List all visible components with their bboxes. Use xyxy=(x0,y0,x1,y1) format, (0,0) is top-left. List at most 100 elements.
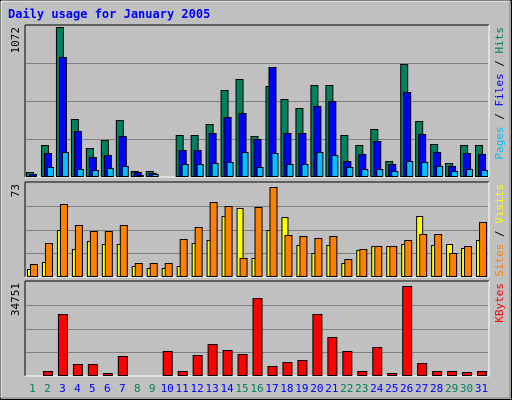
bar-pages-day-2 xyxy=(46,167,54,177)
y-max-label: 1072 xyxy=(9,27,22,54)
bar-pages-day-18 xyxy=(286,164,294,177)
bar-kbytes-day-30 xyxy=(462,372,473,376)
bar-kbytes-day-2 xyxy=(42,371,53,376)
bar-sites-day-6 xyxy=(104,231,113,277)
bar-pages-day-8 xyxy=(136,175,144,177)
x-tick-label: 19 xyxy=(295,382,308,395)
bar-sites-day-20 xyxy=(314,238,323,277)
bar-pages-day-30 xyxy=(466,169,474,177)
bar-pages-day-20 xyxy=(316,152,324,177)
bar-pages-day-24 xyxy=(376,169,384,177)
x-tick-label: 11 xyxy=(176,382,189,395)
legend-entry: / xyxy=(493,224,506,244)
bar-sites-day-25 xyxy=(389,246,398,277)
bar-files-day-1 xyxy=(29,174,37,177)
bar-sites-day-9 xyxy=(149,263,158,277)
legend-entry: Pages xyxy=(493,126,506,159)
bar-sites-day-27 xyxy=(419,234,428,277)
bar-pages-day-31 xyxy=(481,170,489,177)
bar-sites-day-8 xyxy=(134,263,143,277)
series-kbytes xyxy=(42,286,488,376)
bar-kbytes-day-25 xyxy=(387,373,398,376)
x-tick-label: 6 xyxy=(104,382,111,395)
x-tick-label: 18 xyxy=(280,382,293,395)
bar-pages-day-7 xyxy=(121,166,129,177)
bar-pages-day-16 xyxy=(256,167,264,177)
bar-kbytes-day-5 xyxy=(87,364,98,376)
bar-kbytes-day-27 xyxy=(417,363,428,376)
bar-sites-day-21 xyxy=(329,236,338,277)
x-tick-label: 4 xyxy=(74,382,81,395)
bar-kbytes-day-20 xyxy=(312,314,323,376)
bar-pages-day-27 xyxy=(421,162,429,177)
series-pages xyxy=(46,152,489,177)
bar-kbytes-day-6 xyxy=(102,373,113,376)
bar-pages-day-6 xyxy=(106,168,114,177)
bar-kbytes-day-7 xyxy=(117,356,128,376)
x-tick-label: 5 xyxy=(89,382,96,395)
bar-kbytes-day-28 xyxy=(432,371,443,376)
y-max-label: 73 xyxy=(9,184,22,197)
bar-kbytes-day-13 xyxy=(207,344,218,376)
bar-kbytes-day-26 xyxy=(402,286,413,376)
x-tick-label: 30 xyxy=(460,382,473,395)
x-tick-label: 17 xyxy=(265,382,278,395)
bar-kbytes-day-21 xyxy=(327,337,338,376)
bar-kbytes-day-12 xyxy=(192,355,203,376)
bar-pages-day-5 xyxy=(91,170,99,177)
bar-kbytes-day-24 xyxy=(372,347,383,376)
bar-sites-day-10 xyxy=(164,263,173,277)
bar-kbytes-day-19 xyxy=(297,360,308,376)
bar-sites-day-4 xyxy=(74,225,83,277)
x-tick-label: 20 xyxy=(310,382,323,395)
bar-pages-day-17 xyxy=(271,153,279,177)
legend-entry: Files xyxy=(493,73,506,106)
legend-entry: Hits xyxy=(493,27,506,54)
bar-sites-day-23 xyxy=(359,249,368,277)
x-tick-label: 8 xyxy=(134,382,141,395)
bar-kbytes-day-4 xyxy=(72,364,83,376)
bar-pages-day-13 xyxy=(211,163,219,177)
x-tick-label: 1 xyxy=(29,382,36,395)
bar-pages-day-28 xyxy=(436,166,444,177)
x-tick-label: 25 xyxy=(385,382,398,395)
x-tick-label: 7 xyxy=(119,382,126,395)
chart-title: Daily usage for January 2005 xyxy=(8,7,210,21)
x-tick-label: 10 xyxy=(161,382,174,395)
bar-sites-day-14 xyxy=(224,206,233,277)
x-tick-label: 13 xyxy=(205,382,218,395)
bar-sites-day-1 xyxy=(30,264,38,277)
bar-pages-day-29 xyxy=(451,171,459,177)
x-tick-label: 16 xyxy=(250,382,263,395)
bar-sites-day-2 xyxy=(44,243,53,277)
bar-pages-day-26 xyxy=(406,161,414,177)
legend-kbytes: KBytes xyxy=(493,283,506,323)
x-tick-label: 21 xyxy=(325,382,338,395)
x-tick-label: 31 xyxy=(475,382,488,395)
bar-kbytes-day-11 xyxy=(177,371,188,376)
bar-sites-day-11 xyxy=(179,239,188,277)
bar-pages-day-25 xyxy=(391,171,399,177)
bar-sites-day-30 xyxy=(464,246,473,277)
bar-sites-day-15 xyxy=(239,258,248,277)
x-tick-label: 24 xyxy=(370,382,384,395)
bar-sites-day-12 xyxy=(194,227,203,277)
x-tick-label: 9 xyxy=(149,382,156,395)
bar-kbytes-day-31 xyxy=(477,371,488,376)
bar-sites-day-29 xyxy=(449,253,458,277)
bar-sites-day-13 xyxy=(209,202,218,277)
bar-pages-day-3 xyxy=(61,152,69,177)
series-sites xyxy=(30,187,488,277)
bar-sites-day-28 xyxy=(434,234,443,277)
legend-entry: / xyxy=(493,107,506,127)
bar-pages-day-15 xyxy=(241,152,249,177)
bar-sites-day-5 xyxy=(89,231,98,277)
x-tick-label: 29 xyxy=(445,382,458,395)
bar-pages-day-14 xyxy=(226,162,234,177)
x-tick-label: 15 xyxy=(235,382,248,395)
bar-pages-day-22 xyxy=(346,167,354,177)
x-tick-label: 26 xyxy=(400,382,413,395)
legend-entry: Visits xyxy=(493,184,506,224)
bar-pages-day-19 xyxy=(301,164,309,177)
